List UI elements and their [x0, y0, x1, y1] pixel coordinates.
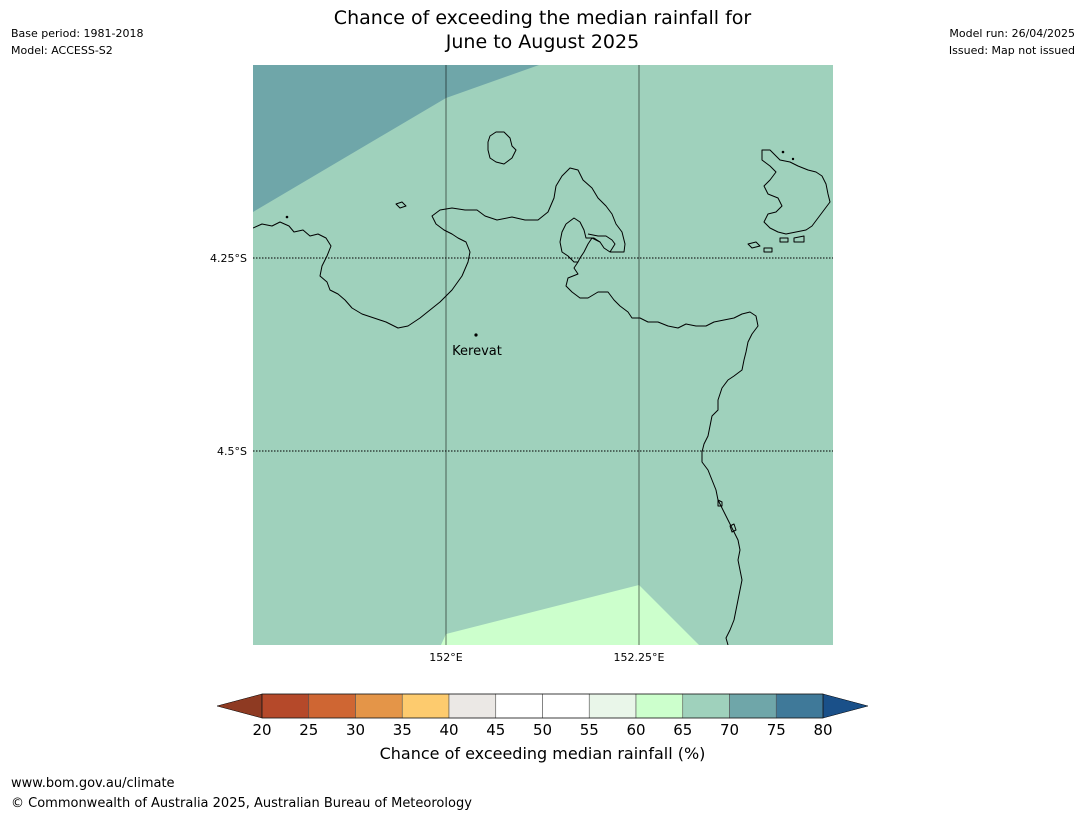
colorbar-segment	[775, 693, 824, 719]
colorbar-tick-label: 45	[486, 721, 505, 739]
longitude-label: 152.25°E	[614, 651, 665, 664]
longitude-label: 152°E	[429, 651, 462, 664]
coastline-islet	[747, 241, 761, 249]
islet-dot	[791, 157, 795, 161]
colorbar-segment	[308, 693, 356, 719]
coastline-gazelle-peninsula	[253, 167, 759, 645]
colorbar-tick-label: 75	[767, 721, 786, 739]
colorbar-tick-label: 35	[393, 721, 412, 739]
coastline-peninsula-tip	[559, 217, 616, 263]
colorbar-segment	[448, 693, 497, 719]
coastline-islet	[717, 499, 723, 507]
colorbar-segment	[401, 693, 450, 719]
model-run-text: Model run: 26/04/2025	[949, 27, 1075, 40]
probability-band-70-75	[253, 65, 539, 212]
latitude-label: 4.5°S	[217, 445, 247, 458]
colorbar-segment	[635, 693, 684, 719]
colorbar-segment	[588, 693, 637, 719]
footer: www.bom.gov.au/climate © Commonwealth of…	[11, 774, 472, 814]
colorbar-tick-label: 70	[720, 721, 739, 739]
header-metadata-left: Base period: 1981-2018 Model: ACCESS-S2	[11, 25, 143, 59]
colorbar-extend-above	[822, 693, 869, 719]
colorbar-segment	[729, 693, 777, 719]
coastline-islet	[793, 235, 805, 243]
colorbar-tick-label: 25	[299, 721, 318, 739]
coastline-islet	[395, 201, 407, 209]
coastline-duke-of-york-islands	[761, 149, 831, 235]
probability-band-60-65	[441, 585, 699, 645]
latitude-label: 4.25°S	[210, 252, 247, 265]
colorbar-tick-label: 60	[626, 721, 645, 739]
colorbar-tick-label: 40	[439, 721, 458, 739]
coastline-islet	[779, 237, 789, 243]
colorbar-tick-label: 65	[673, 721, 692, 739]
colorbar-frame	[261, 693, 824, 719]
footer-url[interactable]: www.bom.gov.au/climate	[11, 776, 175, 791]
colorbar-tick-label: 30	[346, 721, 365, 739]
probability-band-65-70	[253, 65, 833, 645]
coastline-island	[487, 131, 517, 165]
model-text: Model: ACCESS-S2	[11, 44, 113, 57]
issued-text: Issued: Map not issued	[948, 44, 1075, 57]
colorbar-tick-label: 55	[580, 721, 599, 739]
place-label: Kerevat	[452, 344, 502, 359]
colorbar-segment	[261, 693, 310, 719]
colorbar-segment	[682, 693, 730, 719]
colorbar-segment	[495, 693, 543, 719]
base-period-text: Base period: 1981-2018	[11, 27, 144, 40]
colorbar-segment	[542, 693, 590, 719]
colorbar-label: Chance of exceeding median rainfall (%)	[379, 744, 706, 763]
rainfall-map: Kerevat 4.25°S 4.5°S 152°E 152.25°E	[210, 65, 833, 664]
footer-copyright: © Commonwealth of Australia 2025, Austra…	[11, 796, 472, 811]
colorbar-segment	[355, 693, 403, 719]
colorbar-extend-below	[216, 693, 263, 719]
map-title: Chance of exceeding the median rainfall …	[0, 6, 1085, 54]
place-marker-dot	[474, 333, 478, 337]
title-line-1: Chance of exceeding the median rainfall …	[333, 7, 752, 29]
coastline-islet	[763, 247, 773, 253]
islet-dot	[285, 215, 289, 219]
coastline-islet	[729, 523, 737, 533]
islet-dot	[781, 150, 785, 154]
colorbar-tick-label: 80	[813, 721, 832, 739]
colorbar-tick-label: 50	[533, 721, 552, 739]
colorbar-tick-label: 20	[252, 721, 271, 739]
coastline	[253, 131, 831, 645]
header-metadata-right: Model run: 26/04/2025 Issued: Map not is…	[949, 25, 1075, 59]
title-line-2: June to August 2025	[445, 31, 640, 53]
